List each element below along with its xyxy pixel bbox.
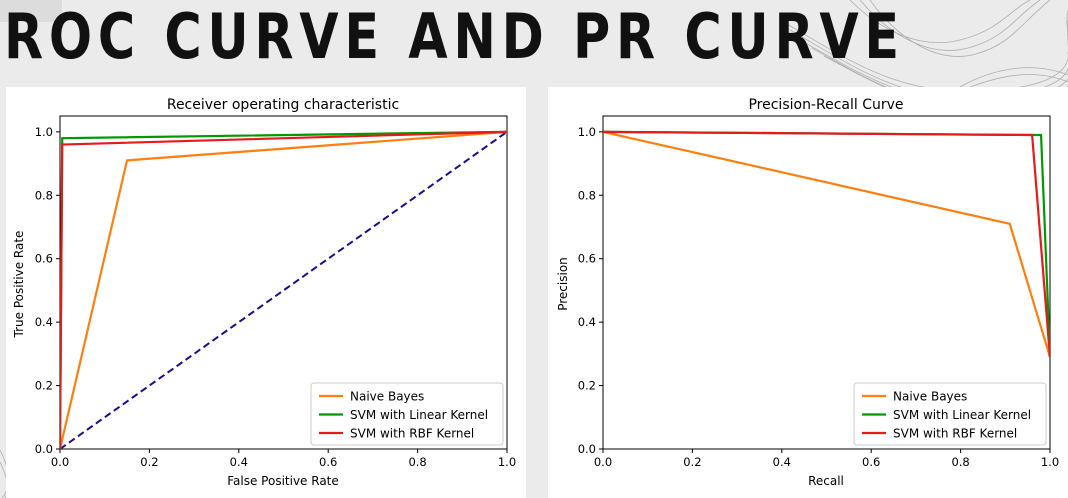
roc-chart-panel: Receiver operating characteristic False … xyxy=(6,87,526,498)
pr-x-axis-label: Recall xyxy=(808,474,844,488)
pr-y-tick-label: 0.4 xyxy=(578,315,596,329)
pr-y-tick-label: 1.0 xyxy=(578,125,596,139)
roc-x-axis-label: False Positive Rate xyxy=(227,474,339,488)
roc-y-tick-label: 0.8 xyxy=(35,188,53,202)
pr-y-tick-label: 0.8 xyxy=(578,188,596,202)
pr-legend: Naive Bayes SVM with Linear Kernel SVM wit… xyxy=(853,382,1047,446)
roc-chart-title: Receiver operating characteristic xyxy=(167,97,399,113)
pr-plot-frame xyxy=(602,115,1051,450)
pr-series-line-0 xyxy=(603,130,1050,358)
roc-legend-label-1: SVM with Linear Kernel xyxy=(350,408,488,422)
pr-chart-title: Precision-Recall Curve xyxy=(748,97,903,113)
pr-legend-label-2: SVM with RBF Kernel xyxy=(893,427,1017,441)
pr-x-tick-label: 0.4 xyxy=(773,455,791,469)
pr-x-tick-label: 0.2 xyxy=(683,455,701,469)
roc-chart: Receiver operating characteristic False … xyxy=(12,97,516,488)
pr-legend-box xyxy=(853,382,1047,446)
roc-legend: Naive Bayes SVM with Linear Kernel SVM wit… xyxy=(310,382,504,446)
pr-plot-area xyxy=(603,130,1050,358)
roc-y-tick-label: 0.6 xyxy=(35,252,53,266)
pr-chart: Precision-Recall Curve Recall Precision … xyxy=(556,97,1059,488)
pr-y-tick-label: 0.0 xyxy=(578,442,596,456)
pr-x-tick-label: 1.0 xyxy=(1041,455,1059,469)
roc-x-tick-label: 0.2 xyxy=(140,455,158,469)
roc-y-axis-label: True Positive Rate xyxy=(12,231,26,339)
roc-y-tick-label: 0.4 xyxy=(35,315,53,329)
roc-y-tick-label: 0.0 xyxy=(35,442,53,456)
roc-legend-label-0: Naive Bayes xyxy=(350,390,424,404)
roc-x-tick-label: 0.0 xyxy=(51,455,69,469)
roc-legend-box xyxy=(310,382,504,446)
window-tab-stub xyxy=(0,0,62,22)
roc-legend-label-2: SVM with RBF Kernel xyxy=(350,427,474,441)
pr-x-tick-label: 0.0 xyxy=(594,455,612,469)
pr-y-tick-label: 0.6 xyxy=(578,252,596,266)
pr-legend-label-1: SVM with Linear Kernel xyxy=(893,408,1031,422)
pr-legend-label-0: Naive Bayes xyxy=(893,390,967,404)
roc-y-tick-label: 0.2 xyxy=(35,379,53,393)
roc-plot-frame xyxy=(59,115,508,450)
roc-x-tick-label: 1.0 xyxy=(498,455,516,469)
slide-title: ROC CURVE AND PR CURVE xyxy=(4,0,905,73)
pr-series-line-1 xyxy=(603,130,1050,358)
roc-x-tick-label: 0.6 xyxy=(319,455,337,469)
pr-y-axis-label: Precision xyxy=(556,257,570,311)
pr-x-tick-label: 0.8 xyxy=(951,455,969,469)
pr-x-tick-label: 0.6 xyxy=(862,455,880,469)
roc-x-tick-label: 0.8 xyxy=(408,455,426,469)
roc-plot-area xyxy=(60,130,507,449)
roc-reference-line xyxy=(60,131,507,449)
pr-y-tick-label: 0.2 xyxy=(578,379,596,393)
pr-series-line-2 xyxy=(603,130,1050,358)
roc-series-line-0 xyxy=(60,130,507,449)
roc-series-line-2 xyxy=(60,130,507,449)
roc-x-tick-label: 0.4 xyxy=(230,455,248,469)
roc-y-tick-label: 1.0 xyxy=(35,125,53,139)
pr-chart-panel: Precision-Recall Curve Recall Precision … xyxy=(548,87,1068,498)
